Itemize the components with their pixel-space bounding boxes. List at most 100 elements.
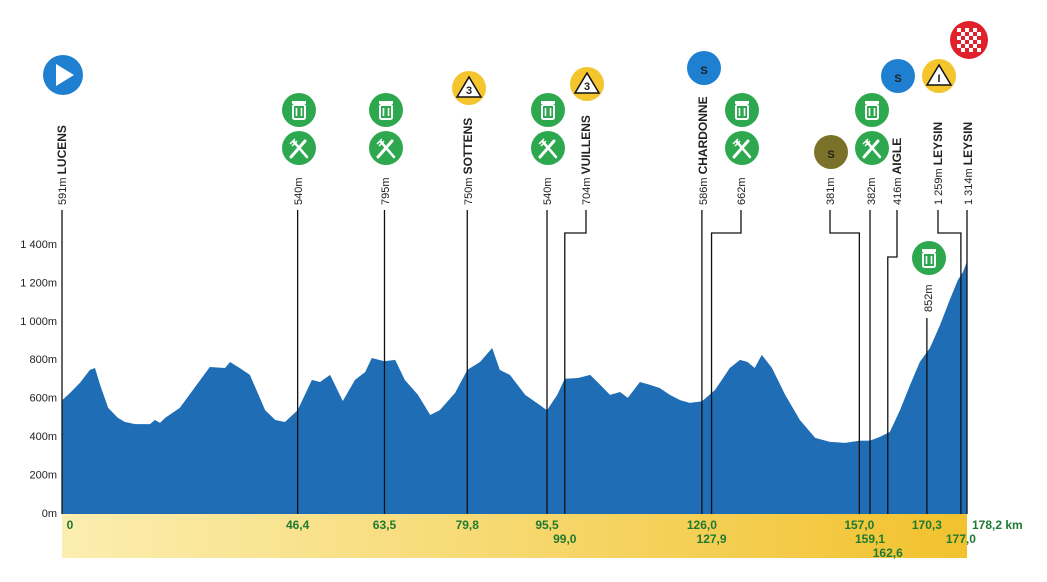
icon-glyph [961,40,965,44]
leader-line [829,210,860,514]
stop-elevation: 1 259m [933,168,945,205]
icon-glyph [977,40,981,44]
badge-text: 3 [466,85,472,97]
icon-glyph [292,140,309,159]
icon-glyph [376,138,385,147]
start-icon [43,55,83,95]
icon-glyph [977,48,981,52]
x-tick-label: 0 [67,518,74,532]
stop-label: 540m [542,177,554,205]
trash-icon [531,93,565,127]
stop-elevation: 852m [923,284,935,312]
icon-glyph [865,101,879,104]
icon-glyph [538,139,556,159]
stop-name: VUILLENS [579,115,593,174]
stop-label: 591m LUCENS [55,125,69,205]
icon-glyph [379,140,396,159]
y-tick-label: 800m [29,354,57,366]
icon-glyph [965,28,969,32]
icon-glyph [538,138,547,147]
leader-line [937,210,962,514]
stop-label: 540m [293,177,305,205]
icon-glyph [973,44,977,48]
stop-elevation: 704m [581,177,593,205]
trash-icon [369,93,403,127]
stop-elevation: 586m [698,177,710,205]
icon-glyph [573,71,601,94]
stop-name: AIGLE [890,138,904,175]
icon-circle [725,93,759,127]
stop-label: 381m [825,177,837,205]
icon-glyph [965,36,969,40]
stop-elevation: 381m [825,177,837,205]
icon-glyph [292,101,306,104]
y-tick-label: 0m [42,508,57,520]
icon-glyph [289,139,307,159]
stop-elevation: 750m [463,177,475,205]
badge-text: S [700,65,707,77]
icon-glyph [925,63,953,86]
trash-icon [282,93,316,127]
icon-glyph [735,101,749,104]
icon-glyph [376,139,394,159]
stop-elevation: 662m [736,177,748,205]
stop-label: 704m VUILLENS [579,115,593,205]
badge-text: 3 [584,81,590,93]
icon-glyph [965,44,969,48]
icon-glyph [969,32,973,36]
food-icon [855,131,889,165]
icon-glyph [292,104,306,120]
icon-glyph [541,140,558,159]
icon-glyph [957,44,961,48]
trash-icon [855,93,889,127]
stop-elevation: 795m [380,177,392,205]
sprint-icon: S [687,51,721,85]
x-tick-label: 170,3 [912,518,942,532]
kom-icon: 3 [452,71,486,105]
icon-glyph [973,28,977,32]
icon-glyph [732,139,750,159]
stop-name: LUCENS [55,125,69,174]
icon-glyph [379,101,393,104]
x-tick-label: 127,9 [697,532,727,546]
icon-glyph [541,104,555,120]
icon-glyph [977,32,981,36]
olive-icon: S [814,135,848,169]
stop-label: 795m [380,177,392,205]
y-tick-label: 600m [29,393,57,405]
icon-glyph [862,138,871,147]
y-tick-label: 200m [29,469,57,481]
y-tick-label: 1 000m [20,316,57,328]
icon-glyph [922,252,936,268]
icon-glyph [961,32,965,36]
icon-glyph [957,36,961,40]
x-tick-label: 95,5 [535,518,559,532]
badge-text: S [894,73,901,85]
x-tick-label: 99,0 [553,532,577,546]
stop-name: CHARDONNE [696,96,710,174]
x-tick-label: 159,1 [855,532,885,546]
icon-circle [282,93,316,127]
leader-line [887,210,898,514]
kom-icon: 3 [570,67,604,101]
x-tick-label: 157,0 [844,518,874,532]
icon-glyph [957,28,961,32]
icon-glyph [865,140,882,159]
elevation-area [62,261,967,514]
stop-label: 662m [736,177,748,205]
icon-glyph [735,140,752,159]
icon-glyph [961,48,965,52]
finish-icon [950,21,988,59]
x-tick-label: 79,8 [456,518,480,532]
badge-text: I [937,73,940,85]
icon-glyph [541,101,555,104]
stop-elevation: 591m [57,177,69,205]
icon-glyph [865,104,879,120]
x-tick-label: 63,5 [373,518,397,532]
food-icon [282,131,316,165]
icon-glyph [862,139,880,159]
food-icon [531,131,565,165]
kom-icon: I [922,59,956,93]
y-tick-label: 1 400m [20,239,57,251]
icon-circle [881,59,915,93]
